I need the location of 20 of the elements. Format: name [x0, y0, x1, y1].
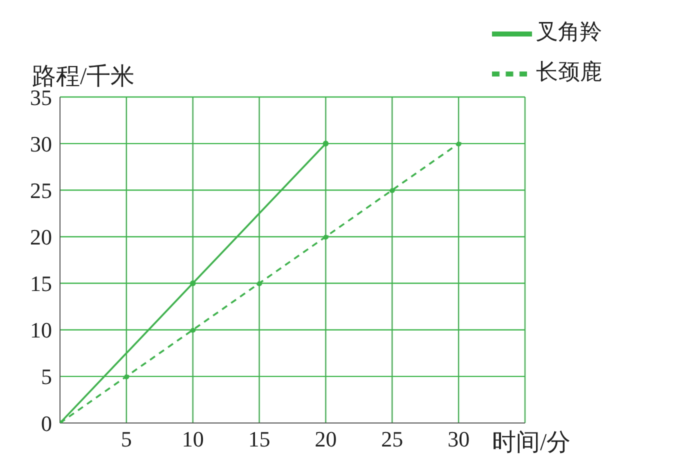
y-axis-title: 路程/千米	[32, 63, 135, 90]
point	[124, 374, 130, 380]
y-tick-label: 30	[30, 131, 52, 156]
x-tick-label: 25	[381, 426, 404, 452]
point	[190, 280, 196, 286]
x-tick-label: 10	[182, 426, 204, 452]
x-tick-label: 5	[120, 426, 132, 452]
y-tick-label: 10	[30, 318, 52, 343]
x-axis-title: 时间/分	[492, 429, 571, 458]
y-tick-label: 5	[41, 364, 52, 390]
y-tick-label: 25	[30, 178, 52, 203]
point	[322, 140, 329, 146]
x-tick-label: 30	[448, 426, 470, 452]
legend-label: 叉角羚	[536, 18, 602, 46]
y-tick-label: 0	[41, 410, 52, 436]
legend-label: 长颈鹿	[536, 58, 602, 86]
x-tick-label: 20	[314, 426, 337, 452]
y-tick-label: 15	[30, 271, 52, 296]
y-tick-label: 20	[30, 224, 52, 250]
x-tick-label: 15	[248, 426, 270, 452]
